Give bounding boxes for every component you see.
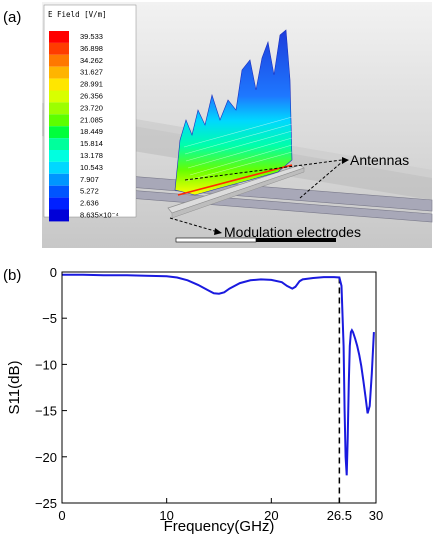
- legend-value: 15.814: [80, 139, 103, 148]
- legend-swatch: [49, 90, 69, 103]
- legend-swatch: [49, 42, 69, 55]
- x-tick-label: 20: [264, 508, 278, 523]
- legend-value: 2.636: [80, 199, 99, 208]
- x-tick-label: 30: [369, 508, 383, 523]
- legend-labels: 39.533 36.898 34.262 31.627 28.991 26.356 23.7…: [80, 32, 119, 220]
- y-tick-label: −5: [42, 311, 57, 326]
- legend-swatch: [49, 102, 69, 115]
- legend-swatch: [49, 31, 69, 43]
- legend-swatch: [49, 114, 69, 127]
- legend-value: 8.635×10⁻⁴: [80, 211, 119, 220]
- x-axis-title: Frequency(GHz): [164, 518, 275, 535]
- panel-b-label: (b): [3, 267, 21, 284]
- legend-swatch: [49, 78, 69, 91]
- legend-value: 28.991: [80, 80, 103, 89]
- s11-chart: 0 10 20 26.5 30 0 −5 −10 −15 −20 −25 Frequency(GH…: [6, 265, 383, 535]
- simulation-view: [42, 2, 433, 248]
- panel-a-label: (a): [3, 9, 21, 26]
- y-tick-label: −15: [35, 404, 57, 419]
- label-antennas: Antennas: [350, 152, 409, 168]
- plot-frame: [61, 271, 377, 504]
- arrow-antennas-2: [299, 161, 343, 199]
- y-tick-labels: 0 −5 −10 −15 −20 −25: [35, 265, 57, 511]
- axis-ticks: [61, 271, 377, 504]
- x-tick-labels: 0 10 20 26.5 30: [58, 508, 383, 523]
- legend-title: E Field [V/m]: [48, 10, 107, 19]
- y-axis-title: S11(dB): [6, 361, 23, 415]
- legend-swatch: [49, 185, 69, 198]
- legend-swatch: [49, 209, 69, 222]
- arrow-electrodes: [169, 217, 219, 233]
- legend-value: 13.178: [80, 151, 103, 160]
- legend-value: 18.449: [80, 127, 103, 136]
- arrowhead-antennas: [342, 157, 349, 164]
- annotation-electrodes: Modulation electrodes: [169, 217, 361, 240]
- field-hotspot: [177, 164, 293, 196]
- y-tick-label: −10: [35, 357, 57, 372]
- arrow-antennas-1: [184, 159, 343, 181]
- legend-swatch: [49, 173, 69, 186]
- legend-value: 21.085: [80, 115, 103, 124]
- legend-value: 34.262: [80, 56, 103, 65]
- legend-value: 5.272: [80, 187, 99, 196]
- x-tick-label: 10: [159, 508, 173, 523]
- y-tick-label: −20: [35, 450, 57, 465]
- legend-value: 39.533: [80, 32, 103, 41]
- s11-series-line: [62, 273, 375, 476]
- y-tick-label: −25: [35, 496, 57, 511]
- x-tick-label: 0: [58, 508, 65, 523]
- electrode-bar-side: [171, 167, 305, 219]
- legend-swatches: [49, 31, 69, 222]
- legend-swatch: [49, 197, 69, 210]
- legend-swatch: [49, 161, 69, 174]
- legend-swatch: [49, 138, 69, 150]
- field-slices: [183, 116, 293, 182]
- annotation-antennas: Antennas: [184, 152, 409, 199]
- legend-value: 7.907: [80, 175, 99, 184]
- legend-swatch: [49, 66, 69, 79]
- legend-swatch: [49, 150, 69, 162]
- x-tick-label: 26.5: [327, 508, 352, 523]
- y-tick-label: 0: [50, 265, 57, 280]
- legend-swatch: [49, 126, 69, 139]
- legend-value: 23.720: [80, 103, 103, 112]
- legend-value: 26.356: [80, 92, 103, 101]
- legend-value: 31.627: [80, 68, 103, 77]
- legend-value: 10.543: [80, 163, 103, 172]
- legend-value: 36.898: [80, 44, 103, 53]
- scale-bar-dark: [256, 238, 336, 242]
- arrowhead-electrodes: [214, 228, 222, 235]
- color-legend: E Field [V/m] 39.533 36.898 34.262 31.627 28…: [43, 4, 137, 222]
- label-electrodes: Modulation electrodes: [224, 224, 361, 240]
- legend-swatch: [49, 54, 69, 67]
